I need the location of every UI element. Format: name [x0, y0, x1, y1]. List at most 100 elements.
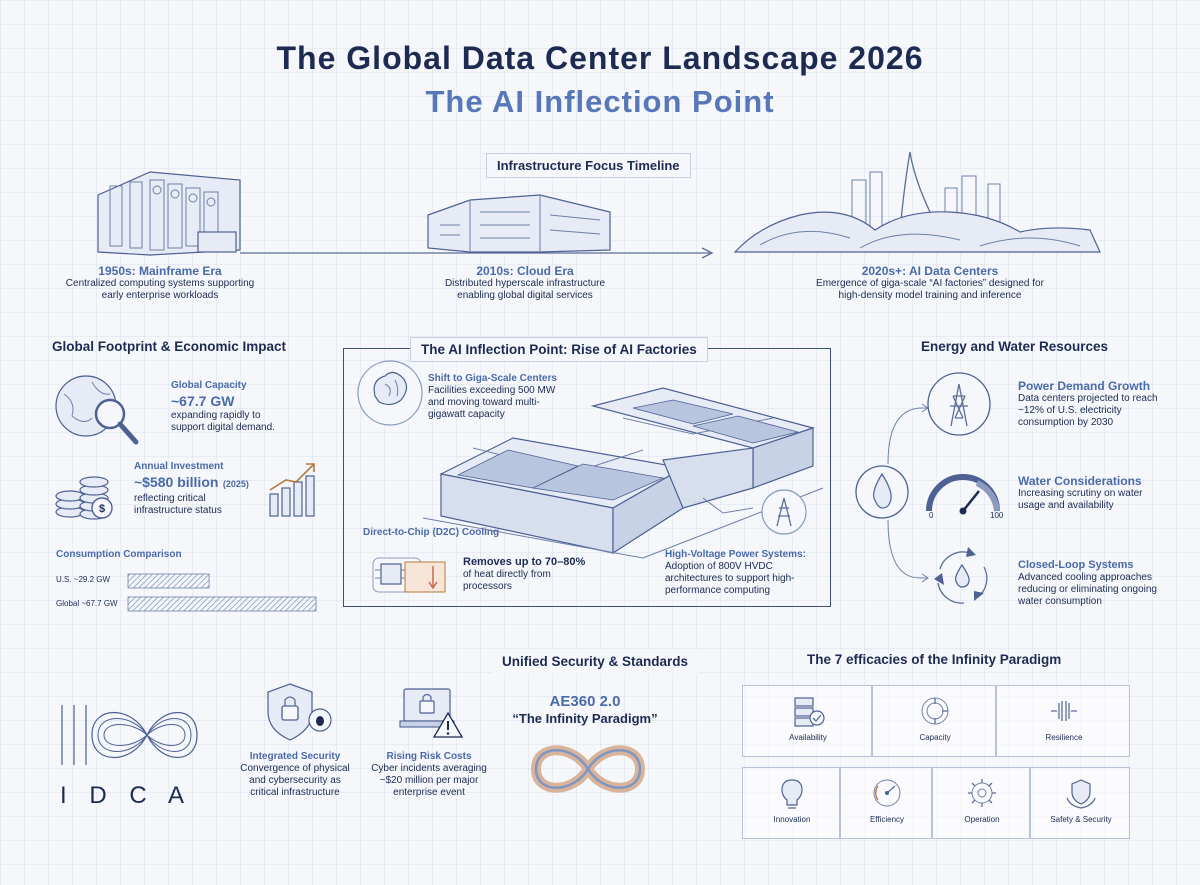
era-title: 2020s+: AI Data Centers [861, 264, 999, 278]
consumption-title: Consumption Comparison [56, 549, 182, 560]
ae360-tagline: “The Infinity Paradigm” [512, 711, 658, 726]
integrated-title: Integrated Security [249, 751, 341, 762]
loop-title: Closed-Loop Systems [1018, 559, 1134, 571]
consumption-label-us: U.S. ~29.2 GW [56, 575, 111, 584]
page-header: The Global Data Center Landscape 2026 Th… [0, 38, 1200, 122]
era-desc-line2: enabling global digital services [457, 290, 593, 301]
d2c-title: Direct-to-Chip (D2C) Cooling [363, 527, 500, 538]
energy-flow-diagram [855, 403, 929, 583]
water-gauge-icon [926, 474, 1000, 515]
risk-line3: enterprise event [393, 787, 465, 798]
capacity-dial-icon [921, 697, 949, 725]
giga-line2: and moving toward multi- [428, 397, 540, 408]
integrated-line3: critical infrastructure [250, 787, 340, 798]
era-desc-line2: early enterprise workloads [101, 290, 219, 301]
capacity-desc-line2: support digital demand. [171, 422, 275, 433]
efficacy-label: Safety & Security [1050, 815, 1112, 824]
hv-title: High-Voltage Power Systems: [665, 549, 806, 560]
laptop-warning-icon [399, 688, 464, 738]
efficacy-label: Innovation [773, 815, 811, 824]
investment-year: (2025) [222, 479, 249, 489]
hv-line2: architectures to support high- [665, 573, 795, 584]
cloud-datacenter-illustration [427, 194, 611, 253]
idca-logo-text: I D C A [60, 782, 193, 809]
hv-line1: Adoption of 800V HVDC [665, 561, 773, 572]
lightbulb-icon [781, 779, 803, 809]
idca-infinity-logo [61, 705, 198, 765]
era-desc-line2: high-density model training and inferenc… [838, 290, 1022, 301]
investment-desc-line2: infrastructure status [134, 505, 222, 516]
risk-line1: Cyber incidents averaging [371, 763, 487, 774]
water-line1: Increasing scrutiny on water [1018, 488, 1143, 499]
risk-line2: ~$20 million per major [379, 775, 479, 786]
rising-risk-callout: Rising Risk Costs Cyber incidents averag… [364, 751, 494, 799]
timeline-era-cloud: 2010s: Cloud Era Distributed hyperscale … [405, 264, 645, 302]
efficacy-safety-security: Safety & Security [1030, 767, 1130, 839]
era-title: 2010s: Cloud Era [476, 264, 574, 278]
growth-chart-icon [269, 463, 315, 517]
closed-loop-callout: Closed-Loop Systems Advanced cooling app… [1018, 559, 1193, 608]
era-desc-line1: Centralized computing systems supporting [65, 278, 255, 289]
investment-label: Annual Investment [134, 461, 224, 472]
infinity-paradigm-icon [530, 745, 646, 793]
ai-datacenter-illustration [733, 151, 1101, 253]
power-demand-callout: Power Demand Growth Data centers project… [1018, 379, 1188, 429]
shield-lock-icon [267, 683, 332, 741]
d2c-line3: processors [463, 581, 512, 592]
loop-line1: Advanced cooling approaches [1018, 572, 1152, 583]
giga-line3: gigawatt capacity [428, 409, 505, 420]
power-line1: Data centers projected to reach [1018, 393, 1158, 404]
timeline-arrow-head [701, 247, 714, 259]
risk-title: Rising Risk Costs [386, 751, 472, 762]
water-title: Water Considerations [1018, 474, 1142, 488]
capacity-value: ~67.7 GW [171, 393, 235, 409]
spring-icon [1051, 701, 1077, 721]
efficacy-label: Capacity [919, 733, 951, 742]
power-line2: ~12% of U.S. electricity [1018, 405, 1122, 416]
global-capacity-stat: Global Capacity ~67.7 GW expanding rapid… [171, 380, 311, 434]
ae360-block: AE360 2.0 “The Infinity Paradigm” [500, 693, 670, 727]
integrated-line1: Convergence of physical [240, 763, 350, 774]
d2c-line2: of heat directly from [463, 569, 551, 580]
high-voltage-callout: High-Voltage Power Systems: Adoption of … [665, 549, 825, 597]
d2c-line1: Removes up to 70–80% [463, 556, 586, 568]
giga-line1: Facilities exceeding 500 MW [428, 385, 556, 396]
hands-shield-icon [1066, 779, 1096, 809]
closed-loop-icon [934, 547, 988, 604]
gauge-max: 100 [990, 511, 1004, 520]
era-desc-line1: Emergence of giga-scale “AI factories” d… [816, 278, 1044, 289]
investment-desc-line1: reflecting critical [134, 493, 206, 504]
giga-title: Shift to Giga-Scale Centers [428, 373, 557, 384]
annual-investment-stat: Annual Investment ~$580 billion (2025) r… [134, 461, 274, 517]
svg-text:$: $ [99, 503, 105, 515]
power-line3: consumption by 2030 [1018, 417, 1114, 428]
consumption-bar-us [127, 573, 210, 589]
efficacy-capacity: Capacity [872, 685, 996, 757]
transmission-tower-icon [927, 372, 991, 436]
efficacies-title: The 7 efficacies of the Infinity Paradig… [807, 652, 1062, 667]
ae360-name: AE360 2.0 [549, 693, 621, 710]
efficacy-label: Resilience [1045, 733, 1083, 742]
ai-factory-illustration [357, 360, 824, 593]
efficacy-innovation: Innovation [742, 767, 840, 839]
footprint-title: Global Footprint & Economic Impact [52, 339, 287, 354]
investment-value-row: ~$580 billion (2025) [134, 473, 274, 493]
hv-line3: performance computing [665, 585, 771, 596]
integrated-line2: and cybersecurity as [249, 775, 341, 786]
era-desc-line1: Distributed hyperscale infrastructure [444, 278, 606, 289]
gear-icon [968, 779, 996, 807]
d2c-callout: Removes up to 70–80% of heat directly fr… [463, 556, 603, 593]
globe-magnifier-icon [55, 375, 139, 445]
consumption-bar-chart [127, 573, 317, 612]
page-title: The Global Data Center Landscape 2026 [276, 40, 924, 76]
efficacy-availability: Availability [742, 685, 872, 757]
efficacy-label: Efficiency [869, 815, 905, 824]
efficacy-efficiency: Efficiency [840, 767, 932, 839]
loop-line3: water consumption [1018, 596, 1102, 607]
consumption-bar-global [127, 596, 317, 612]
giga-scale-callout: Shift to Giga-Scale Centers Facilities e… [428, 373, 578, 421]
gauge-min: 0 [929, 511, 934, 520]
era-title: 1950s: Mainframe Era [98, 264, 222, 278]
ai-factories-title: The AI Inflection Point: Rise of AI Fact… [410, 337, 708, 362]
